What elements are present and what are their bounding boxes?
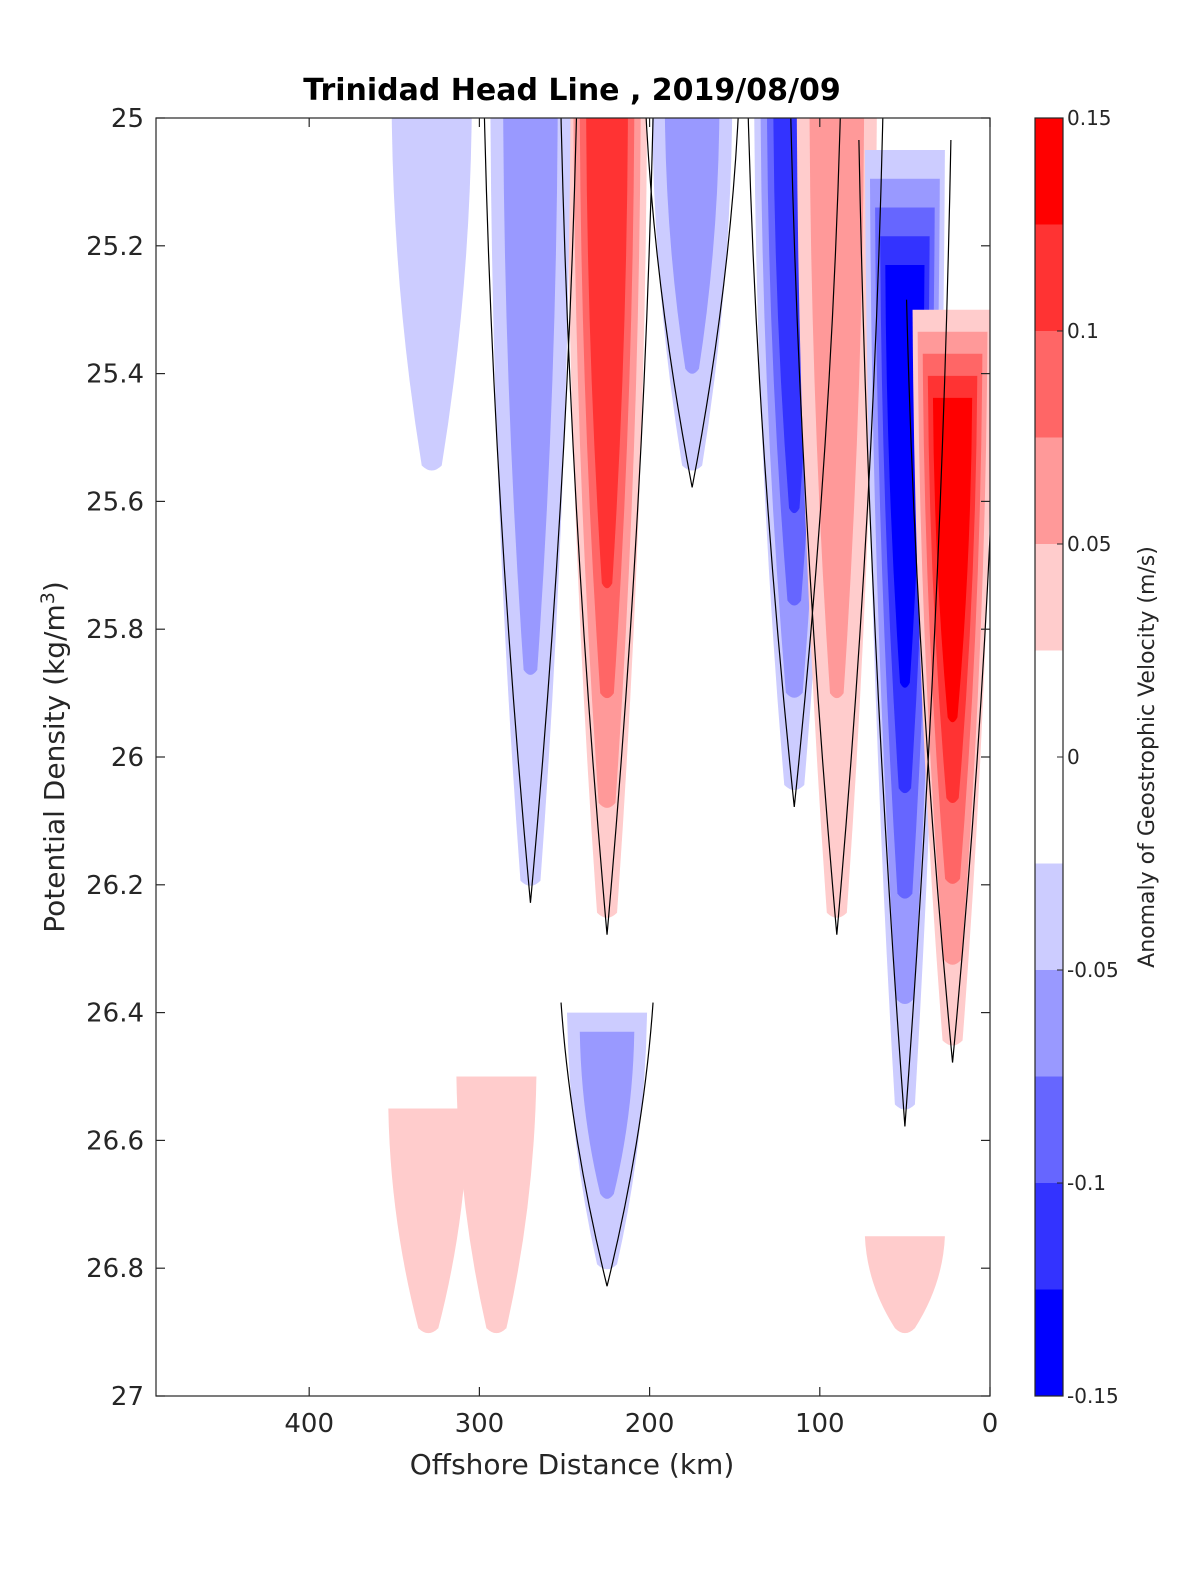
zero-contour-line: [790, 118, 884, 935]
colorbar-swatch: [1035, 544, 1063, 651]
colorbar-swatch: [1035, 970, 1063, 1077]
colorbar-swatch: [1035, 863, 1063, 970]
colorbar-swatch: [1035, 118, 1063, 225]
y-tick-label: 25.4: [86, 360, 144, 390]
contour-band: [586, 118, 628, 589]
colorbar-tick-label: 0: [1067, 745, 1080, 769]
colorbar-swatch: [1035, 331, 1063, 438]
colorbar-tick-label: 0.1: [1067, 319, 1099, 343]
contour-band: [456, 1076, 537, 1334]
colorbar-swatch: [1035, 437, 1063, 544]
y-tick-label: 26.4: [86, 999, 144, 1029]
y-tick-label: 25.6: [86, 487, 144, 517]
chart-title: Trinidad Head Line , 2019/08/09: [303, 73, 840, 108]
zero-contour-line: [645, 118, 739, 488]
colorbar-tick-label: 0.15: [1067, 106, 1112, 130]
x-tick-label: 300: [455, 1409, 505, 1439]
colorbar-swatch: [1035, 224, 1063, 331]
colorbar-tick-label: -0.05: [1067, 958, 1119, 982]
colorbar-tick-label: -0.1: [1067, 1171, 1106, 1195]
zero-contour-layer: [483, 118, 990, 1287]
colorbar-swatch: [1035, 1076, 1063, 1183]
x-tick-label: 400: [284, 1409, 334, 1439]
x-tick-label: 0: [982, 1409, 999, 1439]
x-axis-ticks: 400 300 200 100 0: [284, 118, 998, 1439]
colorbar: 0.15 0.1 0.05 0 -0.05 -0.1 -0.15: [1034, 106, 1119, 1408]
contour-band: [391, 118, 472, 471]
contour-band: [864, 1236, 945, 1334]
contour-band: [664, 118, 720, 374]
y-tick-label: 27: [111, 1382, 144, 1412]
y-axis-ticks: 25 25.2 25.4 25.6 25.8 26 26.2 26.4 26.6 26.8 27: [86, 104, 990, 1412]
zero-contour-line: [483, 118, 578, 903]
x-tick-label: 200: [625, 1409, 675, 1439]
contour-band: [388, 1108, 469, 1334]
contour-fill-layer: [388, 118, 990, 1334]
zero-contour-line: [747, 118, 841, 808]
zero-contour-line: [560, 118, 654, 935]
colorbar-swatch: [1035, 1289, 1063, 1396]
y-tick-label: 25: [111, 104, 144, 134]
contour-band: [503, 118, 558, 675]
y-tick-label: 26.2: [86, 871, 144, 901]
colorbar-tick-label: 0.05: [1067, 532, 1112, 556]
colorbar-tick-label: -0.15: [1067, 1384, 1119, 1408]
colorbar-label: Anomaly of Geostrophic Velocity (m/s): [1135, 546, 1160, 968]
y-tick-label: 26.8: [86, 1254, 144, 1284]
zero-contour-line: [560, 1002, 654, 1287]
y-tick-label: 26: [111, 743, 144, 773]
y-axis-label: Potential Density (kg/m3): [37, 581, 71, 933]
y-tick-label: 25.2: [86, 232, 144, 262]
contour-band: [809, 118, 865, 699]
contour-band: [579, 1031, 635, 1199]
y-tick-label: 26.6: [86, 1126, 144, 1156]
colorbar-swatch: [1035, 1183, 1063, 1290]
zero-contour-line: [858, 139, 952, 1127]
x-tick-label: 100: [795, 1409, 845, 1439]
y-tick-label: 25.8: [86, 615, 144, 645]
contour-band: [932, 397, 973, 723]
x-axis-label: Offshore Distance (km): [410, 1448, 735, 1481]
